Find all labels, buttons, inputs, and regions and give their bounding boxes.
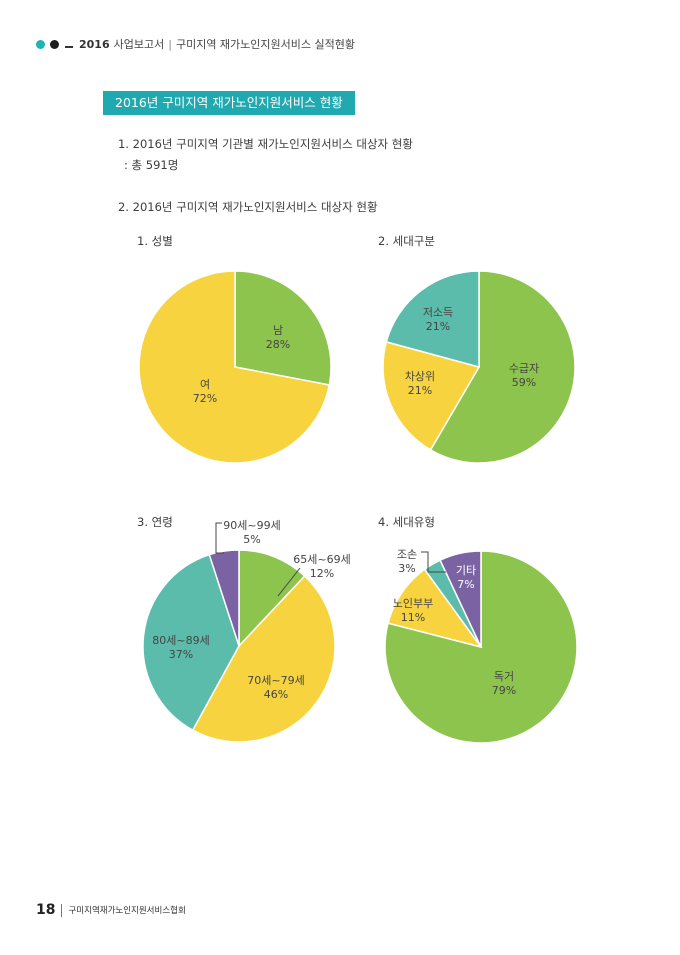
header-subtitle: 구미지역 재가노인지원서비스 실적현황 — [175, 38, 355, 51]
slice-label-차상위: 차상위 — [405, 370, 435, 383]
dash-icon — [65, 46, 73, 48]
slice-value-65세-69세: 12% — [310, 567, 334, 580]
pie-slice-남 — [234, 270, 332, 386]
slice-value-기타: 7% — [457, 578, 474, 591]
page-number: 18 — [36, 902, 56, 918]
chart-gender: 남28% 여72% — [138, 270, 332, 464]
slice-value-노인부부: 11% — [401, 611, 425, 624]
chart3-title: 3. 연령 — [137, 515, 173, 529]
teal-dot-icon — [36, 39, 45, 49]
slice-value-여: 72% — [193, 392, 217, 405]
item1-title: 1. 2016년 구미지역 기관별 재가노인지원서비스 대상자 현황 — [118, 137, 413, 151]
pie-slice-기타 — [439, 550, 482, 648]
black-dot-icon — [50, 39, 59, 49]
slice-value-남: 28% — [266, 338, 290, 351]
page-footer: 18 구미지역재가노인지원서비스협회 — [36, 902, 186, 918]
callout-line-65세-69세 — [277, 567, 301, 597]
item1-total: : 총 591명 — [124, 158, 179, 172]
callout-line-조손 — [421, 551, 446, 573]
slice-label-여: 여 — [200, 378, 210, 391]
item2-title: 2. 2016년 구미지역 재가노인지원서비스 대상자 현황 — [118, 200, 378, 214]
chart1-title: 1. 성별 — [137, 234, 173, 248]
slice-label-남: 남 — [273, 324, 283, 337]
slice-label-70세-79세: 70세~79세 — [247, 674, 304, 687]
slice-label-독거: 독거 — [494, 670, 514, 683]
slice-label-수급자: 수급자 — [509, 362, 539, 375]
slice-label-저소득: 저소득 — [423, 306, 453, 319]
slice-label-조손: 조손 — [397, 548, 417, 561]
slice-value-70세-79세: 46% — [264, 688, 288, 701]
chart2-title: 2. 세대구분 — [378, 234, 435, 248]
chart4-title: 4. 세대유형 — [378, 515, 435, 529]
slice-label-노인부부: 노인부부 — [393, 597, 433, 610]
footer-org: 구미지역재가노인지원서비스협회 — [68, 906, 186, 916]
footer-divider — [61, 903, 63, 917]
header-separator: | — [168, 37, 172, 51]
pie-slice-80세-89세 — [142, 553, 240, 732]
pie-slice-차상위 — [382, 340, 481, 451]
pie-slice-65세-69세 — [238, 549, 306, 648]
pie-slice-독거 — [384, 550, 578, 744]
section-title-banner: 2016년 구미지역 재가노인지원서비스 현황 — [103, 91, 355, 115]
page-header: 2016 사업보고서 | 구미지역 재가노인지원서비스 실적현황 — [36, 36, 355, 52]
slice-value-조손: 3% — [398, 562, 415, 575]
slice-value-저소득: 21% — [426, 320, 450, 333]
header-year: 2016 — [79, 37, 110, 51]
slice-label-기타: 기타 — [456, 564, 476, 577]
pie-slice-노인부부 — [387, 568, 483, 649]
header-doc: 사업보고서 — [113, 38, 165, 51]
slice-value-80세-89세: 37% — [169, 648, 193, 661]
slice-value-90세-99세: 5% — [243, 533, 260, 546]
callout-line-90세-99세 — [215, 522, 224, 554]
slice-value-독거: 79% — [492, 684, 516, 697]
slice-label-90세-99세: 90세~99세 — [223, 519, 280, 532]
slice-value-차상위: 21% — [408, 384, 432, 397]
pie-slice-70세-79세 — [191, 574, 336, 743]
pie-slice-수급자 — [429, 270, 576, 464]
pie-slice-저소득 — [385, 270, 480, 368]
pie-slice-여 — [138, 270, 331, 464]
slice-value-수급자: 59% — [512, 376, 536, 389]
pie-slice-90세-99세 — [208, 549, 240, 647]
slice-label-65세-69세: 65세~69세 — [293, 553, 350, 566]
slice-label-80세-89세: 80세~89세 — [152, 634, 209, 647]
